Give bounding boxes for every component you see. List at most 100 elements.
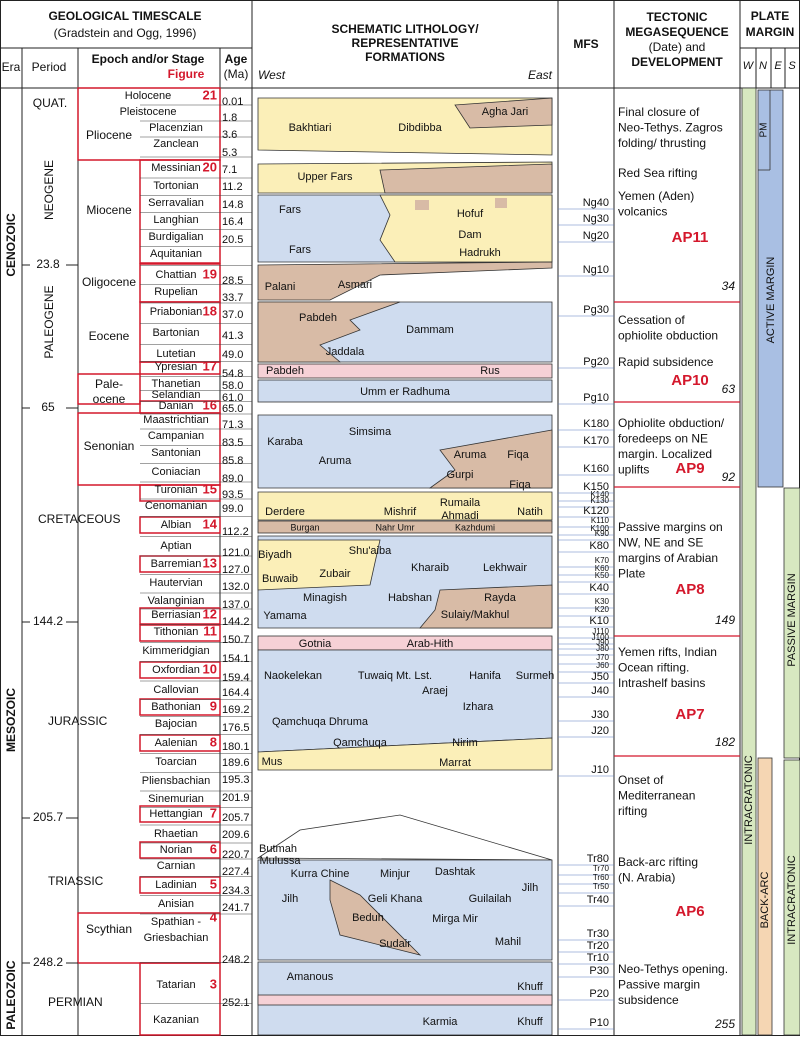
plate-margin: PM xyxy=(759,123,770,138)
formation: Hofuf xyxy=(457,208,484,220)
col-head: W xyxy=(743,60,755,72)
mfs-label: K40 xyxy=(589,582,609,594)
tectonic-note: Intrashelf basins xyxy=(618,676,705,690)
figure-box xyxy=(139,841,221,859)
formation: Geli Khana xyxy=(368,893,423,905)
stage: Oxfordian xyxy=(152,664,200,676)
tectonic-note: uplifts xyxy=(618,463,649,477)
figure-box xyxy=(139,361,221,375)
formation: Nirim xyxy=(452,737,478,749)
formation: Derdere xyxy=(265,506,305,518)
period: CRETACEOUS xyxy=(38,512,120,526)
mfs-label: K120 xyxy=(583,505,609,517)
age: 132.0 xyxy=(222,581,250,593)
age: 58.0 xyxy=(222,380,243,392)
mfs-label: Tr60 xyxy=(593,873,610,882)
age: 3.6 xyxy=(222,129,237,141)
lithology xyxy=(252,88,558,1036)
figure-number: 14 xyxy=(203,516,218,531)
col-head: West xyxy=(258,68,286,82)
formation: Nahr Umr xyxy=(375,522,414,532)
stage: Kimmeridgian xyxy=(142,645,209,657)
age: 205.7 xyxy=(222,812,250,824)
formation: Jilh xyxy=(522,882,539,894)
figure-number: 7 xyxy=(210,805,217,820)
stage: Priabonian xyxy=(150,306,203,318)
formation: Palani xyxy=(265,281,296,293)
age: 71.3 xyxy=(222,419,243,431)
age: 227.4 xyxy=(222,866,250,878)
mfs-label: K10 xyxy=(589,615,609,627)
formation: Tuwaiq Mt. Lst. xyxy=(358,670,432,682)
stage: Callovian xyxy=(153,684,198,696)
stage: Aptian xyxy=(160,540,191,552)
tectonic-note: Yemen (Aden) xyxy=(618,189,694,203)
formation: Karaba xyxy=(267,436,303,448)
age: 176.5 xyxy=(222,722,250,734)
formation: Mulussa xyxy=(260,855,302,867)
col-head: (Date) and xyxy=(649,40,706,54)
stage: Bathonian xyxy=(151,701,201,713)
epoch: Eocene xyxy=(89,329,130,343)
formation: Fiqa xyxy=(509,479,531,491)
formation: Biyadh xyxy=(258,549,292,561)
epoch: Pale- xyxy=(95,377,123,391)
figure-box xyxy=(139,962,221,1036)
stage: Burdigalian xyxy=(148,231,203,243)
plate-margin-bars xyxy=(741,87,800,1036)
tectonic-note: Ocean rifting. xyxy=(618,661,689,675)
col-head: MEGASEQUENCE xyxy=(625,25,728,39)
age: 137.0 xyxy=(222,599,250,611)
epoch: Scythian xyxy=(86,922,132,936)
mfs-label: P20 xyxy=(589,988,609,1000)
mfs-label: Ng30 xyxy=(583,213,609,225)
col-head: PLATE xyxy=(751,9,789,23)
col-head: N xyxy=(759,60,767,72)
formation: Rus xyxy=(480,365,500,377)
formation: Guilailah xyxy=(469,893,512,905)
stage: Messinian xyxy=(151,162,201,174)
mfs-label: K100 xyxy=(590,524,609,533)
tectonic-note: Passive margins on xyxy=(618,520,723,534)
age: 189.6 xyxy=(222,757,250,769)
stage: Carnian xyxy=(157,860,196,872)
figure-box xyxy=(139,805,221,823)
age: 54.8 xyxy=(222,368,243,380)
formation: Lekhwair xyxy=(483,562,527,574)
col-head: MARGIN xyxy=(746,25,795,39)
mfs-label: J100 xyxy=(592,633,610,642)
tectonic-note: ophiolite obduction xyxy=(618,329,718,343)
megasequence: AP10 xyxy=(671,372,709,389)
plate-margin: ACTIVE MARGIN xyxy=(765,257,777,344)
col-head: Period xyxy=(32,60,67,74)
formation: Khuff xyxy=(517,981,543,993)
tectonic-note: Rapid subsidence xyxy=(618,355,714,369)
mfs-label: K20 xyxy=(595,605,610,614)
formation: Hanifa xyxy=(469,670,502,682)
mfs-label: J70 xyxy=(596,653,609,662)
formation: Agha Jari xyxy=(482,106,528,118)
mfs-label: Tr30 xyxy=(587,928,609,940)
stage: Valanginian xyxy=(148,595,205,607)
age: 0.01 xyxy=(222,96,243,108)
stage: Holocene xyxy=(125,90,171,102)
formation: Zubair xyxy=(319,568,351,580)
formation: Gotnia xyxy=(299,638,332,650)
mfs-label: K60 xyxy=(595,564,610,573)
formation: Fars xyxy=(289,244,312,256)
formation: Mirga Mir xyxy=(432,913,478,925)
megasequence-date: 182 xyxy=(715,735,735,749)
era: PALEOZOIC xyxy=(4,960,18,1029)
figure-box xyxy=(139,734,221,752)
stage: Maastrichtian xyxy=(143,414,208,426)
tectonic-note: Final closure of xyxy=(618,105,700,119)
figure-number: 8 xyxy=(210,734,217,749)
mfs-label: K50 xyxy=(595,571,610,580)
boundary-age: 23.8 xyxy=(36,257,60,271)
header-title: GEOLOGICAL TIMESCALE xyxy=(48,9,201,23)
tectonic-note: subsidence xyxy=(618,993,679,1007)
mfs-label: K170 xyxy=(583,435,609,447)
epoch: Senonian xyxy=(84,439,135,453)
stage: Barremian xyxy=(151,558,202,570)
